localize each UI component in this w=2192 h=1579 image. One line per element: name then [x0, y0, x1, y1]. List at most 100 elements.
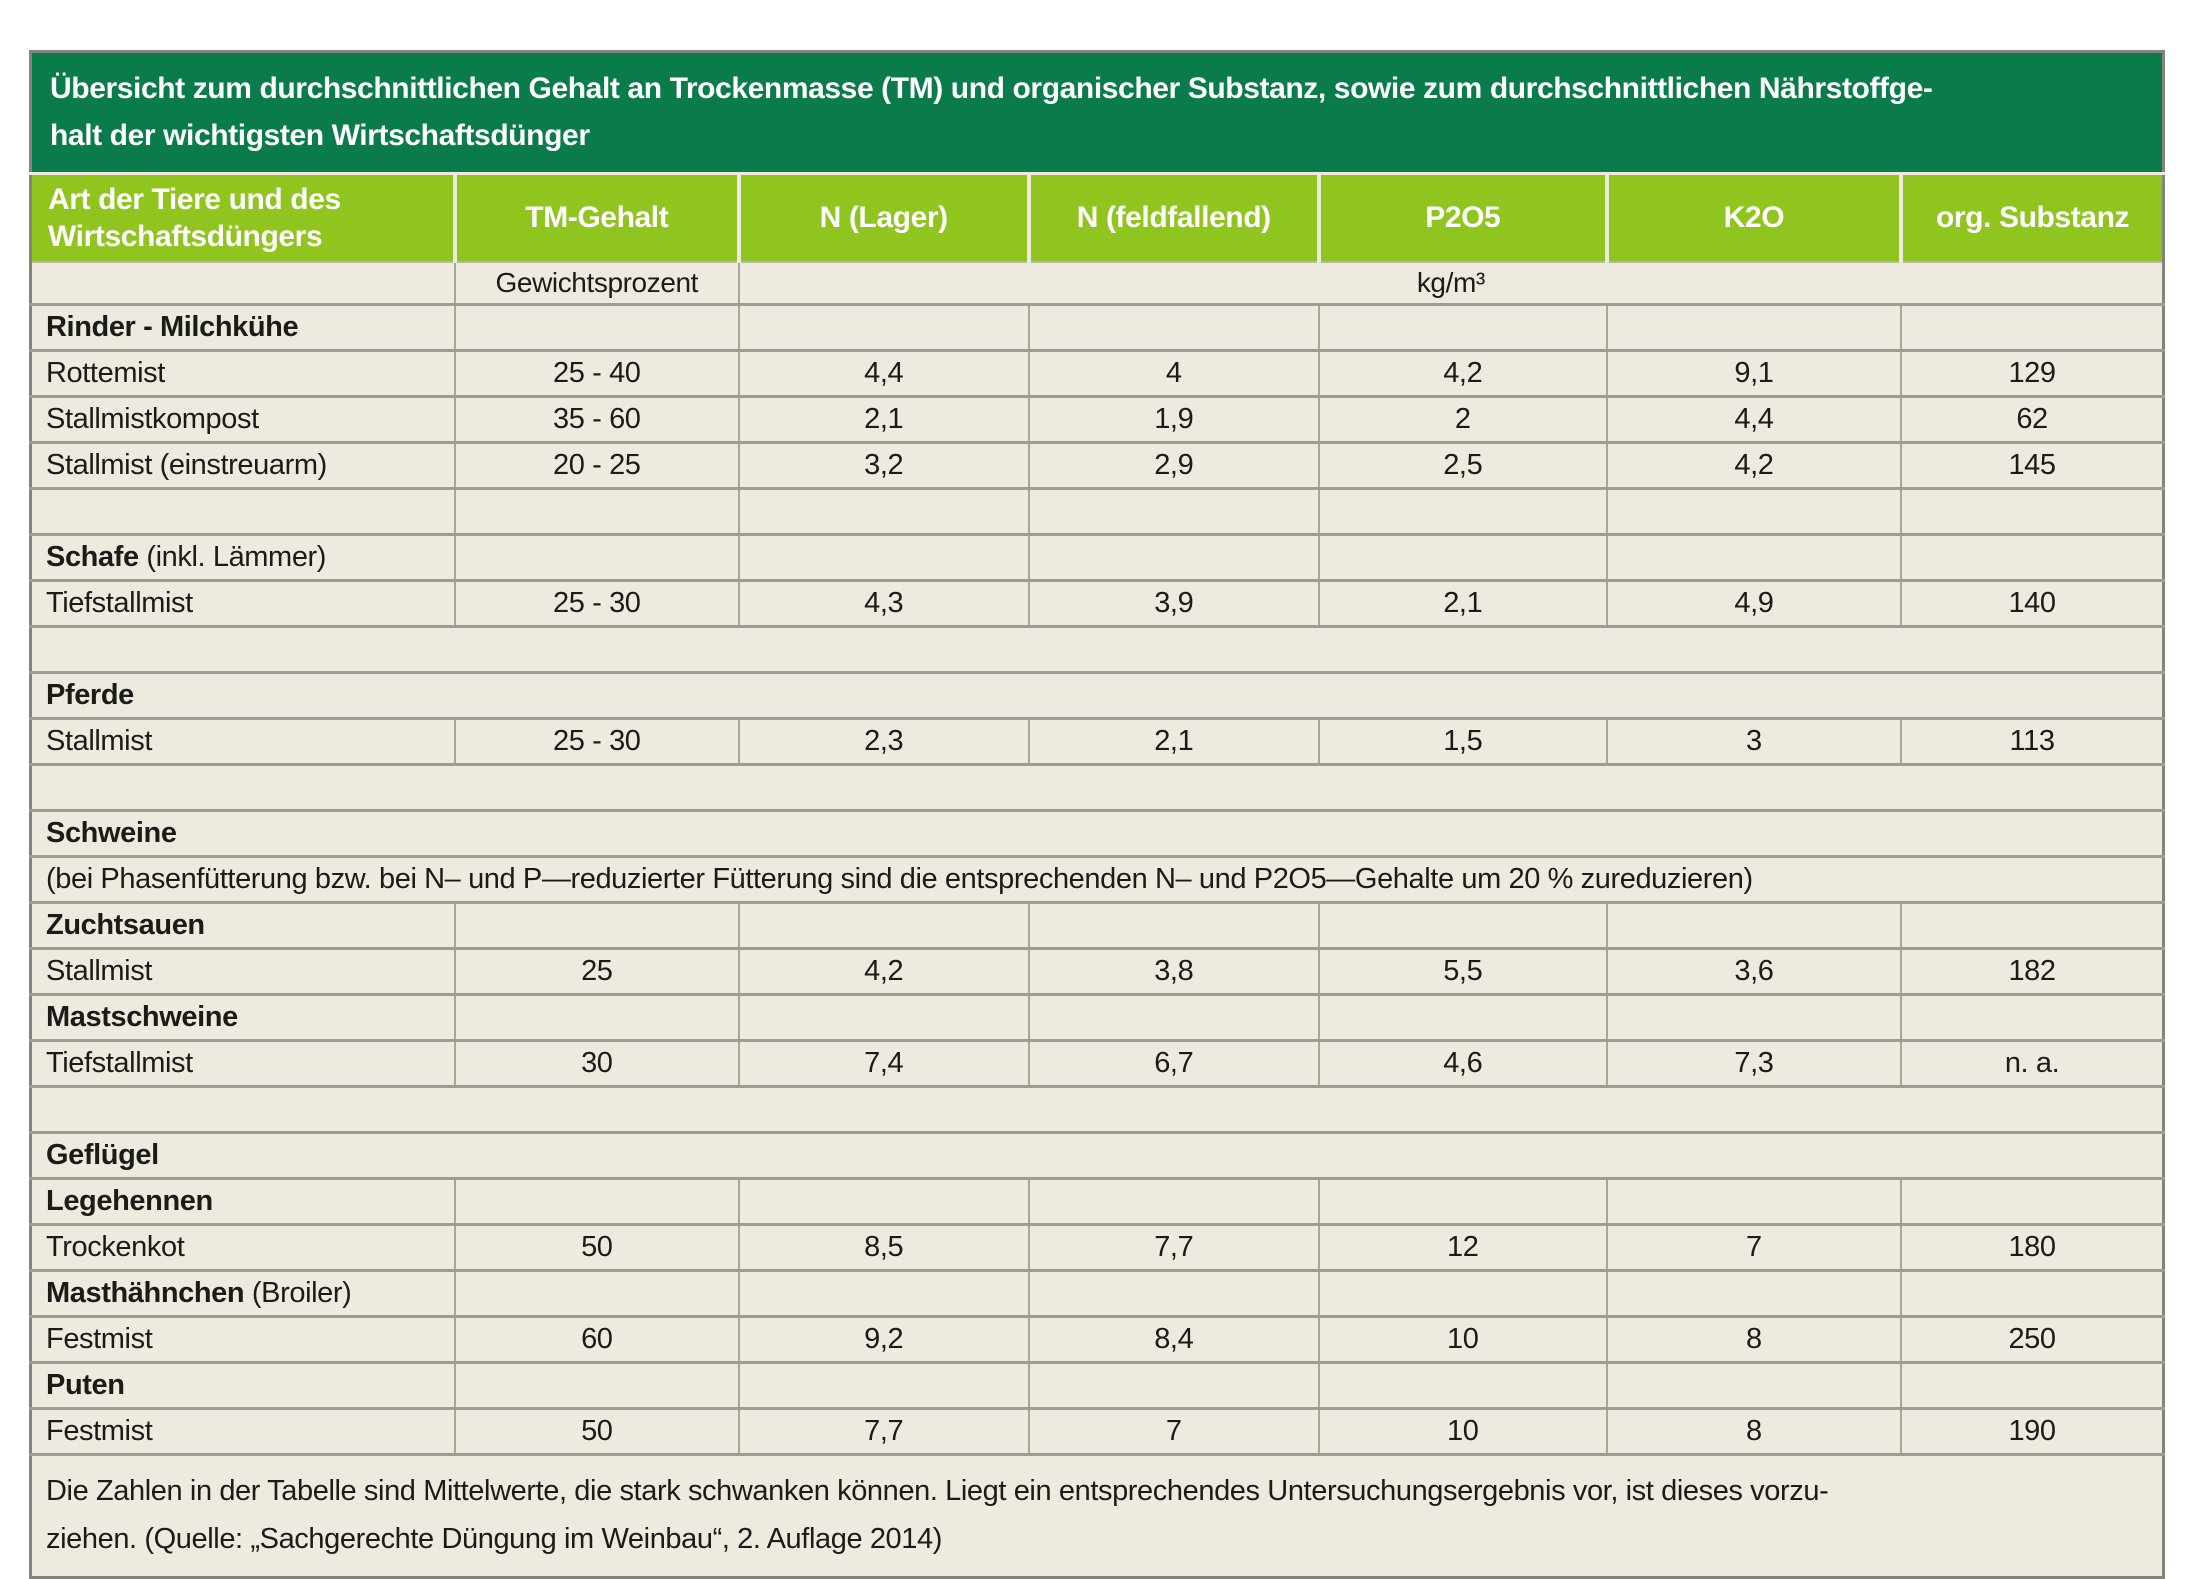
cell-value: 25 [453, 947, 739, 995]
row-label: Mastschweine [30, 993, 455, 1041]
empty-cell [1317, 303, 1607, 351]
cell-value: 10 [1317, 1315, 1607, 1363]
empty-cell [737, 993, 1029, 1041]
cell-value: 145 [1900, 441, 2164, 489]
table-row-spacer-full [30, 1085, 2164, 1133]
footer-note-line1: Die Zahlen in der Tabelle sind Mittelwer… [46, 1475, 1829, 1507]
cell-value: 250 [1900, 1315, 2164, 1363]
row-label-bold: Legehennen [46, 1185, 213, 1217]
empty-cell [737, 1269, 1029, 1317]
row-label: Rinder - Milchkühe [30, 303, 455, 351]
section-label: Geflügel [30, 1131, 2164, 1179]
row-label-bold: Rinder - Milchkühe [46, 311, 299, 343]
empty-cell [737, 303, 1029, 351]
cell-value: 4,3 [737, 579, 1029, 627]
cell-value: 7 [1027, 1407, 1319, 1455]
table-row-group: Mastschweine [30, 993, 2164, 1041]
empty-cell [1317, 533, 1607, 581]
table-row-data: Stallmist (einstreuarm) 20 - 25 3,2 2,9 2,5 4… [30, 441, 2164, 489]
footer-note-line2: ziehen. (Quelle: „Sachgerechte Düngung i… [46, 1522, 943, 1555]
cell-value: 25 - 30 [453, 579, 739, 627]
table-row-data: Rottemist 25 - 40 4,4 4 4,2 9,1 129 [30, 349, 2164, 397]
cell-value: 7,3 [1605, 1039, 1902, 1087]
units-kg-per-m3: kg/m³ [737, 261, 2164, 305]
empty-cell [1900, 1269, 2164, 1317]
table-title: Übersicht zum durchschnittlichen Gehalt … [30, 51, 2164, 174]
spacer-cell [1317, 487, 1607, 535]
row-label-suffix: (inkl. Lämmer) [138, 541, 327, 573]
empty-cell [1900, 901, 2164, 949]
empty-cell [1900, 1177, 2164, 1225]
cell-value: 3,9 [1027, 579, 1319, 627]
table-row-group: Schafe (inkl. Lämmer) [30, 533, 2164, 581]
cell-value: 6,7 [1027, 1039, 1319, 1087]
cell-value: 60 [453, 1315, 739, 1363]
cell-value: 25 - 40 [453, 349, 739, 397]
empty-cell [1605, 303, 1902, 351]
empty-cell [1027, 1269, 1319, 1317]
title-row: Übersicht zum durchschnittlichen Gehalt … [30, 51, 2164, 174]
cell-value: 62 [1900, 395, 2164, 443]
empty-cell [453, 303, 739, 351]
table-row-group: Masthähnchen (Broiler) [30, 1269, 2164, 1317]
row-label: Stallmist [30, 947, 455, 995]
row-label: Stallmistkompost [30, 395, 455, 443]
cell-value: 8 [1605, 1407, 1902, 1455]
row-label: Trockenkot [30, 1223, 455, 1271]
empty-cell [1605, 1269, 1902, 1317]
cell-value: 140 [1900, 579, 2164, 627]
footer-row: Die Zahlen in der Tabelle sind Mittelwer… [30, 1453, 2164, 1578]
empty-cell [1317, 993, 1607, 1041]
row-label: Festmist [30, 1315, 455, 1363]
cell-value: 4 [1027, 349, 1319, 397]
cell-value: 8,4 [1027, 1315, 1319, 1363]
cell-value: 2,5 [1317, 441, 1607, 489]
footer-note: Die Zahlen in der Tabelle sind Mittelwer… [30, 1453, 2164, 1578]
table-row-data: Stallmistkompost 35 - 60 2,1 1,9 2 4,4 62 [30, 395, 2164, 443]
table-row-group: Legehennen [30, 1177, 2164, 1225]
section-label: Schweine [30, 809, 2164, 857]
cell-value: 4,4 [1605, 395, 1902, 443]
table-row-full: Geflügel [30, 1131, 2164, 1179]
cell-value: 7,4 [737, 1039, 1029, 1087]
row-label: Tiefstallmist [30, 579, 455, 627]
empty-cell [737, 1361, 1029, 1409]
cell-value: 7 [1605, 1223, 1902, 1271]
table-row-spacer-cells [30, 487, 2164, 535]
empty-cell [453, 993, 739, 1041]
spacer-cell [1605, 487, 1902, 535]
table-row-full: Pferde [30, 671, 2164, 719]
row-label: Puten [30, 1361, 455, 1409]
spacer-cell [1027, 487, 1319, 535]
row-label: Zuchtsauen [30, 901, 455, 949]
row-label-bold: Zuchtsauen [46, 909, 205, 941]
empty-cell [1900, 1361, 2164, 1409]
cell-value: 8,5 [737, 1223, 1029, 1271]
row-label: Tiefstallmist [30, 1039, 455, 1087]
cell-value: 4,2 [1317, 349, 1607, 397]
empty-cell [1605, 1361, 1902, 1409]
cell-value: 190 [1900, 1407, 2164, 1455]
spacer-row [30, 1085, 2164, 1133]
empty-cell [453, 901, 739, 949]
table-row-spacer-full [30, 625, 2164, 673]
units-row: Gewichtsprozent kg/m³ [30, 261, 2164, 305]
empty-cell [1317, 901, 1607, 949]
cell-value: 7,7 [737, 1407, 1029, 1455]
table-row-data: Tiefstallmist 25 - 30 4,3 3,9 2,1 4,9 140 [30, 579, 2164, 627]
table-row-full: Schweine [30, 809, 2164, 857]
spacer-row [30, 763, 2164, 811]
cell-value: 2,9 [1027, 441, 1319, 489]
spacer-row [30, 625, 2164, 673]
cell-value: 2,1 [737, 395, 1029, 443]
cell-value: 20 - 25 [453, 441, 739, 489]
cell-value: 4,2 [1605, 441, 1902, 489]
empty-cell [737, 533, 1029, 581]
column-header-n-feldfallend: N (feldfallend) [1026, 172, 1319, 262]
column-header-org-substanz: org. Substanz [1899, 172, 2164, 262]
cell-value: 3 [1605, 717, 1902, 765]
units-empty-cell [30, 261, 455, 305]
column-header-n-lager: N (Lager) [736, 172, 1029, 262]
cell-value: 35 - 60 [453, 395, 739, 443]
cell-value: 3,2 [737, 441, 1029, 489]
